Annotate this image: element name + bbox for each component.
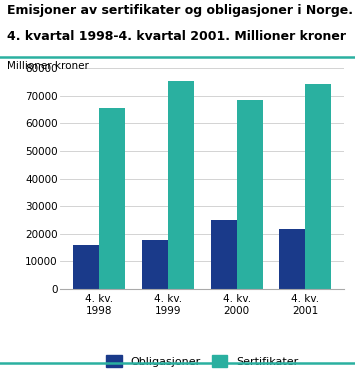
Bar — [168, 81, 194, 289]
Text: Millioner kroner: Millioner kroner — [7, 61, 89, 71]
Bar — [279, 229, 305, 289]
Bar — [73, 245, 99, 289]
Bar — [211, 220, 237, 289]
Bar — [305, 84, 332, 289]
Legend: Obligasjoner, Sertifikater: Obligasjoner, Sertifikater — [106, 355, 299, 367]
Bar — [99, 108, 125, 289]
Bar — [142, 240, 168, 289]
Bar — [237, 100, 263, 289]
Text: 4. kvartal 1998-4. kvartal 2001. Millioner kroner: 4. kvartal 1998-4. kvartal 2001. Million… — [7, 30, 346, 43]
Text: Emisjoner av sertifikater og obligasjoner i Norge.: Emisjoner av sertifikater og obligasjone… — [7, 4, 353, 17]
